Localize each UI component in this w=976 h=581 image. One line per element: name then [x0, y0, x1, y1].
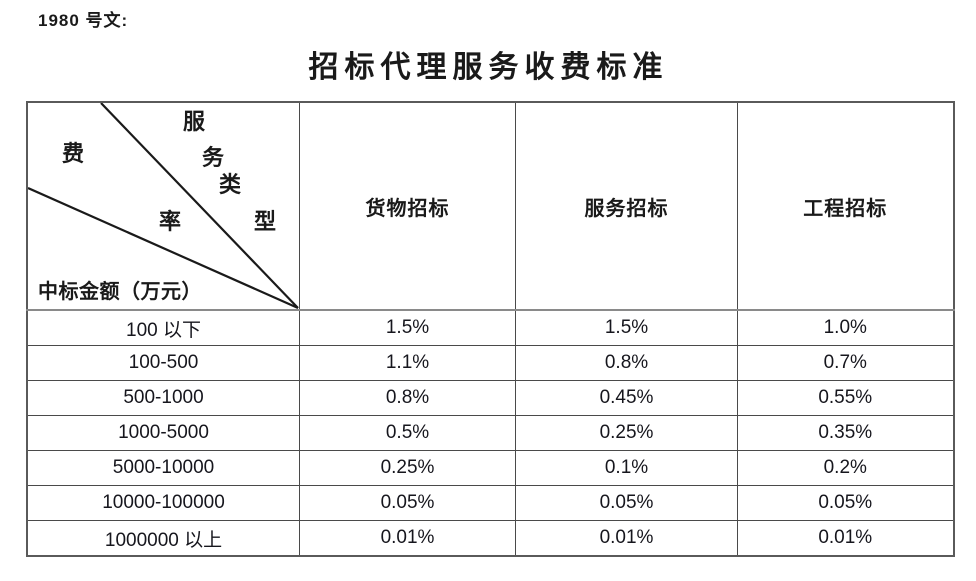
row-label: 500-1000: [26, 380, 300, 416]
column-header-goods: 货物招标: [299, 101, 516, 311]
header-row: 费 率 服 务 类 型 中标金额（万元） 货物招标 服务招标 工程招标: [26, 101, 954, 311]
fee-value: 0.5%: [299, 415, 516, 451]
doc-number-label: 1980 号文:: [38, 11, 129, 30]
fee-value: 0.8%: [515, 345, 738, 381]
fee-value: 0.45%: [515, 380, 738, 416]
table-row: 500-1000 0.8% 0.45% 0.55%: [26, 380, 954, 416]
service-type-char-2: 务: [202, 145, 225, 170]
fee-value: 1.0%: [737, 309, 954, 346]
corner-header-cell: 费 率 服 务 类 型 中标金额（万元）: [26, 101, 300, 311]
fee-value: 0.05%: [737, 485, 954, 521]
diagonal-lines-graphic: [28, 103, 299, 309]
fee-value: 1.5%: [515, 309, 738, 346]
service-type-char-1: 服: [183, 109, 206, 134]
fee-value: 1.1%: [299, 345, 516, 381]
table-row: 100 以下 1.5% 1.5% 1.0%: [26, 309, 954, 346]
column-header-works: 工程招标: [737, 101, 954, 311]
fee-value: 0.7%: [737, 345, 954, 381]
row-label: 100-500: [26, 345, 300, 381]
service-type-char-3: 类: [219, 172, 242, 197]
fee-value: 0.8%: [299, 380, 516, 416]
diagonal-header: 费 率 服 务 类 型 中标金额（万元）: [28, 103, 299, 309]
row-label: 1000000 以上: [26, 520, 300, 557]
fee-value: 0.25%: [299, 450, 516, 486]
table-row: 100-500 1.1% 0.8% 0.7%: [26, 345, 954, 381]
fee-standard-table: 费 率 服 务 类 型 中标金额（万元） 货物招标 服务招标 工程招标 100 …: [26, 101, 955, 557]
table-row: 1000000 以上 0.01% 0.01% 0.01%: [26, 520, 954, 557]
service-type-char-4: 型: [254, 209, 277, 234]
fee-value: 0.35%: [737, 415, 954, 451]
fee-value: 0.1%: [515, 450, 738, 486]
page-title: 招标代理服务收费标准: [308, 51, 669, 84]
column-header-services: 服务招标: [515, 101, 738, 311]
row-label: 5000-10000: [26, 450, 300, 486]
table-row: 1000-5000 0.5% 0.25% 0.35%: [26, 415, 954, 451]
fee-value: 0.01%: [299, 520, 516, 557]
fee-char: 费: [62, 141, 85, 166]
rate-char: 率: [159, 209, 182, 234]
fee-value: 0.2%: [737, 450, 954, 486]
fee-value: 0.01%: [737, 520, 954, 557]
row-label: 100 以下: [26, 309, 300, 346]
fee-value: 1.5%: [299, 309, 516, 346]
row-label: 1000-5000: [26, 415, 300, 451]
fee-value: 0.05%: [515, 485, 738, 521]
fee-value: 0.55%: [737, 380, 954, 416]
table-row: 5000-10000 0.25% 0.1% 0.2%: [26, 450, 954, 486]
fee-value: 0.25%: [515, 415, 738, 451]
amount-axis-label: 中标金额（万元）: [38, 281, 202, 303]
row-label: 10000-100000: [26, 485, 300, 521]
fee-value: 0.05%: [299, 485, 516, 521]
fee-value: 0.01%: [515, 520, 738, 557]
table-row: 10000-100000 0.05% 0.05% 0.05%: [26, 485, 954, 521]
